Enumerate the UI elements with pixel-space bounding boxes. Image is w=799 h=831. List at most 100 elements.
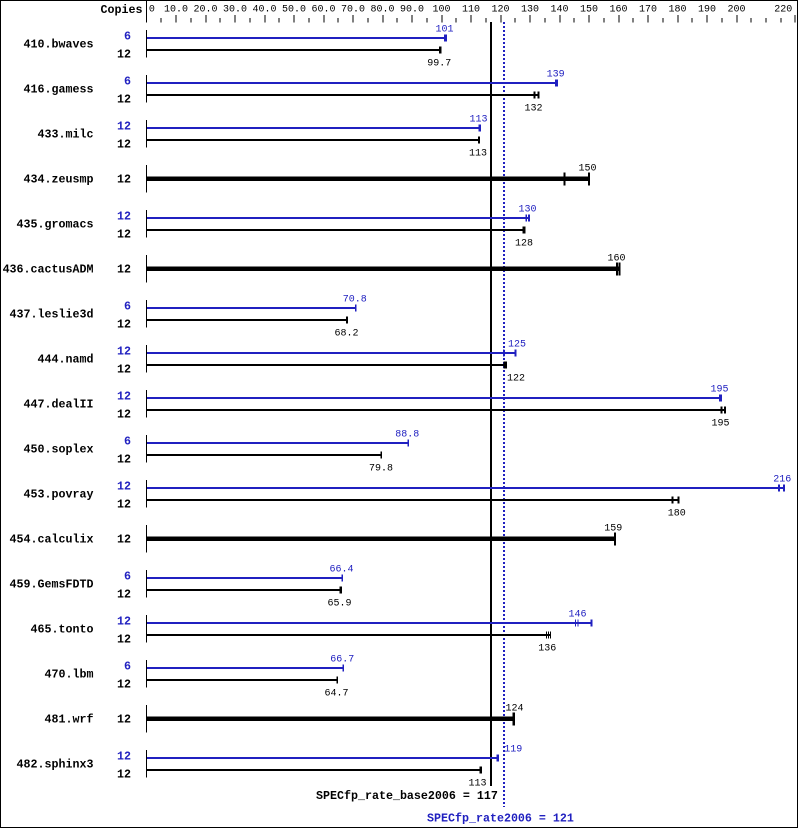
svg-text:66.4: 66.4 xyxy=(329,565,353,576)
svg-text:90.0: 90.0 xyxy=(400,5,424,16)
svg-text:12: 12 xyxy=(117,173,131,187)
svg-text:140: 140 xyxy=(550,5,568,16)
svg-text:416.gamess: 416.gamess xyxy=(24,83,94,97)
svg-text:125: 125 xyxy=(508,340,526,351)
svg-text:170: 170 xyxy=(639,5,657,16)
svg-text:435.gromacs: 435.gromacs xyxy=(17,218,94,232)
svg-text:459.GemsFDTD: 459.GemsFDTD xyxy=(10,578,94,592)
svg-text:20.0: 20.0 xyxy=(193,5,217,16)
svg-text:160: 160 xyxy=(607,254,625,265)
svg-text:159: 159 xyxy=(604,524,622,535)
svg-text:437.leslie3d: 437.leslie3d xyxy=(10,308,94,322)
svg-text:216: 216 xyxy=(773,475,791,486)
svg-text:70.0: 70.0 xyxy=(341,5,365,16)
svg-text:12: 12 xyxy=(117,209,131,223)
svg-text:146: 146 xyxy=(568,610,586,621)
svg-text:122: 122 xyxy=(507,374,525,385)
svg-text:12: 12 xyxy=(117,678,131,692)
svg-text:481.wrf: 481.wrf xyxy=(45,713,94,727)
svg-text:113: 113 xyxy=(468,779,486,790)
svg-text:113: 113 xyxy=(469,115,487,126)
svg-text:454.calculix: 454.calculix xyxy=(10,533,94,547)
svg-text:150: 150 xyxy=(578,164,596,175)
svg-text:12: 12 xyxy=(117,228,131,242)
svg-text:88.8: 88.8 xyxy=(395,430,419,441)
svg-text:132: 132 xyxy=(524,104,542,115)
svg-text:180: 180 xyxy=(668,509,686,520)
svg-text:447.dealII: 447.dealII xyxy=(24,398,94,412)
svg-text:120: 120 xyxy=(491,5,509,16)
svg-text:470.lbm: 470.lbm xyxy=(45,668,94,682)
svg-text:136: 136 xyxy=(538,644,556,655)
svg-text:450.soplex: 450.soplex xyxy=(24,443,94,457)
svg-text:6: 6 xyxy=(124,299,131,313)
svg-text:SPECfp_rate2006 = 121: SPECfp_rate2006 = 121 xyxy=(427,812,574,826)
svg-text:180: 180 xyxy=(668,5,686,16)
svg-text:12: 12 xyxy=(117,344,131,358)
svg-text:6: 6 xyxy=(124,29,131,43)
svg-text:453.povray: 453.povray xyxy=(24,488,94,502)
svg-text:160: 160 xyxy=(609,5,627,16)
svg-text:119: 119 xyxy=(504,745,522,756)
svg-text:6: 6 xyxy=(124,74,131,88)
svg-text:12: 12 xyxy=(117,614,131,628)
svg-text:64.7: 64.7 xyxy=(324,689,348,700)
svg-text:12: 12 xyxy=(117,389,131,403)
svg-text:200: 200 xyxy=(727,5,745,16)
svg-text:12: 12 xyxy=(117,533,131,547)
svg-text:128: 128 xyxy=(515,239,533,250)
svg-text:0: 0 xyxy=(149,5,155,16)
svg-text:99.7: 99.7 xyxy=(427,59,451,70)
svg-text:65.9: 65.9 xyxy=(327,599,351,610)
svg-text:12: 12 xyxy=(117,48,131,62)
svg-text:12: 12 xyxy=(117,588,131,602)
svg-text:433.milc: 433.milc xyxy=(38,128,94,142)
svg-text:12: 12 xyxy=(117,263,131,277)
svg-text:12: 12 xyxy=(117,138,131,152)
svg-text:139: 139 xyxy=(547,70,565,81)
svg-text:30.0: 30.0 xyxy=(223,5,247,16)
svg-text:60.0: 60.0 xyxy=(311,5,335,16)
svg-text:434.zeusmp: 434.zeusmp xyxy=(24,173,94,187)
svg-text:130: 130 xyxy=(521,5,539,16)
svg-text:220: 220 xyxy=(774,5,792,16)
svg-text:12: 12 xyxy=(117,479,131,493)
svg-text:12: 12 xyxy=(117,363,131,377)
svg-text:6: 6 xyxy=(124,659,131,673)
svg-text:130: 130 xyxy=(518,205,536,216)
svg-text:12: 12 xyxy=(117,318,131,332)
svg-text:12: 12 xyxy=(117,633,131,647)
svg-text:80.0: 80.0 xyxy=(370,5,394,16)
svg-text:6: 6 xyxy=(124,569,131,583)
svg-text:436.cactusADM: 436.cactusADM xyxy=(3,263,94,277)
svg-text:Copies: Copies xyxy=(101,3,143,17)
svg-text:12: 12 xyxy=(117,408,131,422)
svg-text:12: 12 xyxy=(117,749,131,763)
svg-text:190: 190 xyxy=(698,5,716,16)
svg-text:12: 12 xyxy=(117,119,131,133)
svg-text:410.bwaves: 410.bwaves xyxy=(24,38,94,52)
svg-text:124: 124 xyxy=(505,704,523,715)
svg-text:465.tonto: 465.tonto xyxy=(31,623,94,637)
svg-text:66.7: 66.7 xyxy=(330,655,354,666)
svg-text:68.2: 68.2 xyxy=(334,329,358,340)
svg-text:SPECfp_rate_base2006 = 117: SPECfp_rate_base2006 = 117 xyxy=(316,789,498,803)
svg-text:110: 110 xyxy=(462,5,480,16)
svg-text:12: 12 xyxy=(117,453,131,467)
svg-text:6: 6 xyxy=(124,434,131,448)
svg-text:12: 12 xyxy=(117,498,131,512)
svg-text:101: 101 xyxy=(435,25,453,36)
svg-text:113: 113 xyxy=(469,149,487,160)
svg-text:10.0: 10.0 xyxy=(164,5,188,16)
svg-text:70.8: 70.8 xyxy=(343,295,367,306)
svg-text:100: 100 xyxy=(432,5,450,16)
svg-text:79.8: 79.8 xyxy=(369,464,393,475)
svg-text:482.sphinx3: 482.sphinx3 xyxy=(17,758,94,772)
svg-text:150: 150 xyxy=(580,5,598,16)
svg-text:444.namd: 444.namd xyxy=(38,353,94,367)
svg-text:50.0: 50.0 xyxy=(282,5,306,16)
svg-text:40.0: 40.0 xyxy=(252,5,276,16)
svg-text:12: 12 xyxy=(117,713,131,727)
svg-text:12: 12 xyxy=(117,93,131,107)
svg-text:12: 12 xyxy=(117,768,131,782)
